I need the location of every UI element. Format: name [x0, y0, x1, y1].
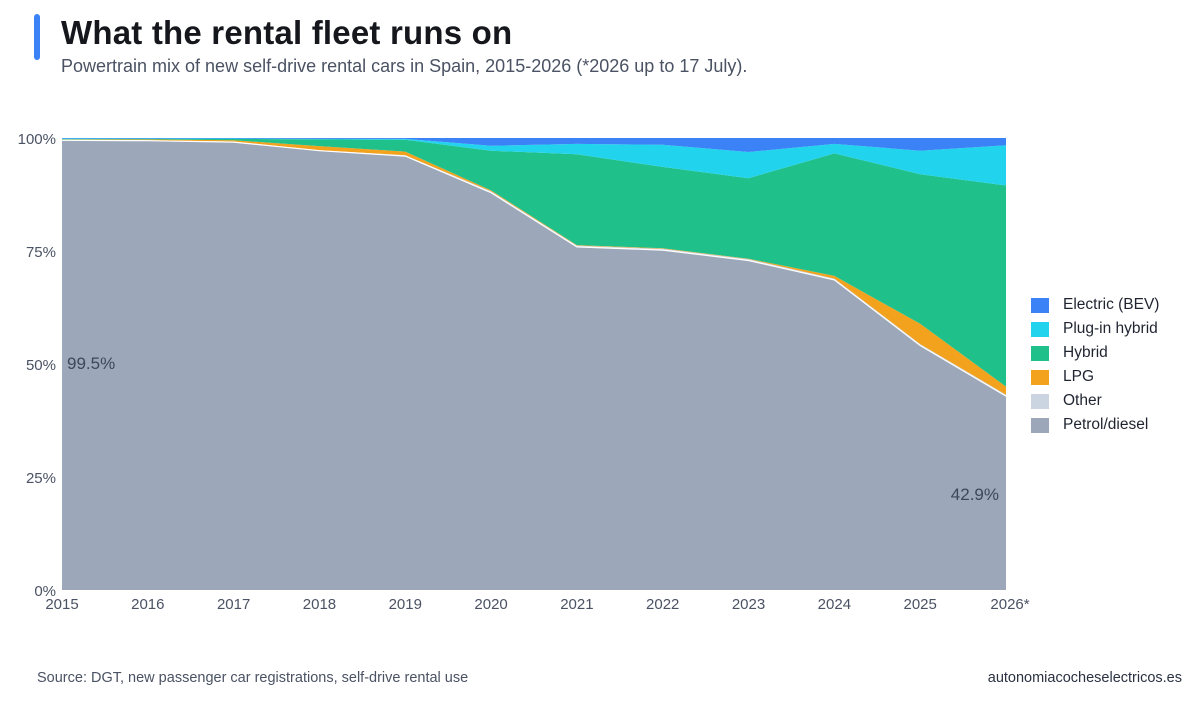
x-tick-label: 2017 [217, 596, 250, 613]
legend-swatch [1031, 297, 1049, 313]
x-tick-label: 2024 [818, 596, 851, 613]
legend-label: LPG [1063, 368, 1095, 385]
legend-item: Other [1031, 389, 1159, 413]
legend-item: LPG [1031, 365, 1159, 389]
value-annotation: 42.9% [951, 485, 999, 504]
legend-swatch [1031, 417, 1049, 433]
site-credit[interactable]: autonomiacocheselectricos.es [987, 670, 1182, 686]
source-note: Source: DGT, new passenger car registrat… [37, 670, 469, 686]
title-accent-bar [34, 14, 40, 60]
chart-title: What the rental fleet runs on [61, 14, 513, 51]
legend-label: Other [1063, 392, 1102, 409]
area-hybrid [62, 138, 1006, 387]
value-annotation: 99.5% [67, 354, 115, 373]
legend-label: Electric (BEV) [1063, 296, 1160, 313]
x-tick-label: 2020 [474, 596, 507, 613]
x-tick-label: 2021 [560, 596, 593, 613]
x-tick-label: 2016 [131, 596, 164, 613]
legend-swatch [1031, 345, 1049, 361]
y-tick-label: 0% [34, 583, 56, 600]
legend-label: Petrol/diesel [1063, 416, 1149, 433]
x-tick-label: 2022 [646, 596, 679, 613]
chart-legend: Electric (BEV) Plug-in hybrid Hybrid LPG Oth… [1031, 293, 1159, 437]
legend-swatch [1031, 369, 1049, 385]
y-tick-label: 50% [26, 357, 56, 374]
y-tick-label: 75% [26, 244, 56, 261]
x-tick-label: 2019 [389, 596, 422, 613]
legend-swatch [1031, 393, 1049, 409]
series-boundary-line [61, 139, 1007, 397]
legend-item: Electric (BEV) [1031, 293, 1159, 317]
area-electric-bev [62, 138, 1006, 152]
legend-label: Plug-in hybrid [1063, 320, 1158, 337]
y-tick-label: 100% [18, 131, 56, 148]
chart-subtitle: Powertrain mix of new self-drive rental … [61, 56, 748, 76]
legend-swatch [1031, 321, 1049, 337]
area-petrol-diesel [62, 140, 1006, 591]
x-tick-label: 2023 [732, 596, 765, 613]
x-tick-label: 2015 [45, 596, 78, 613]
area-plug-in-hybrid [62, 138, 1006, 186]
legend-label: Hybrid [1063, 344, 1108, 361]
x-tick-label: 2025 [903, 596, 936, 613]
x-tick-label: 2018 [303, 596, 336, 613]
legend-item: Plug-in hybrid [1031, 317, 1159, 341]
x-tick-label: 2026* [990, 596, 1029, 613]
y-tick-label: 25% [26, 470, 56, 487]
legend-item: Hybrid [1031, 341, 1159, 365]
legend-item: Petrol/diesel [1031, 413, 1159, 437]
